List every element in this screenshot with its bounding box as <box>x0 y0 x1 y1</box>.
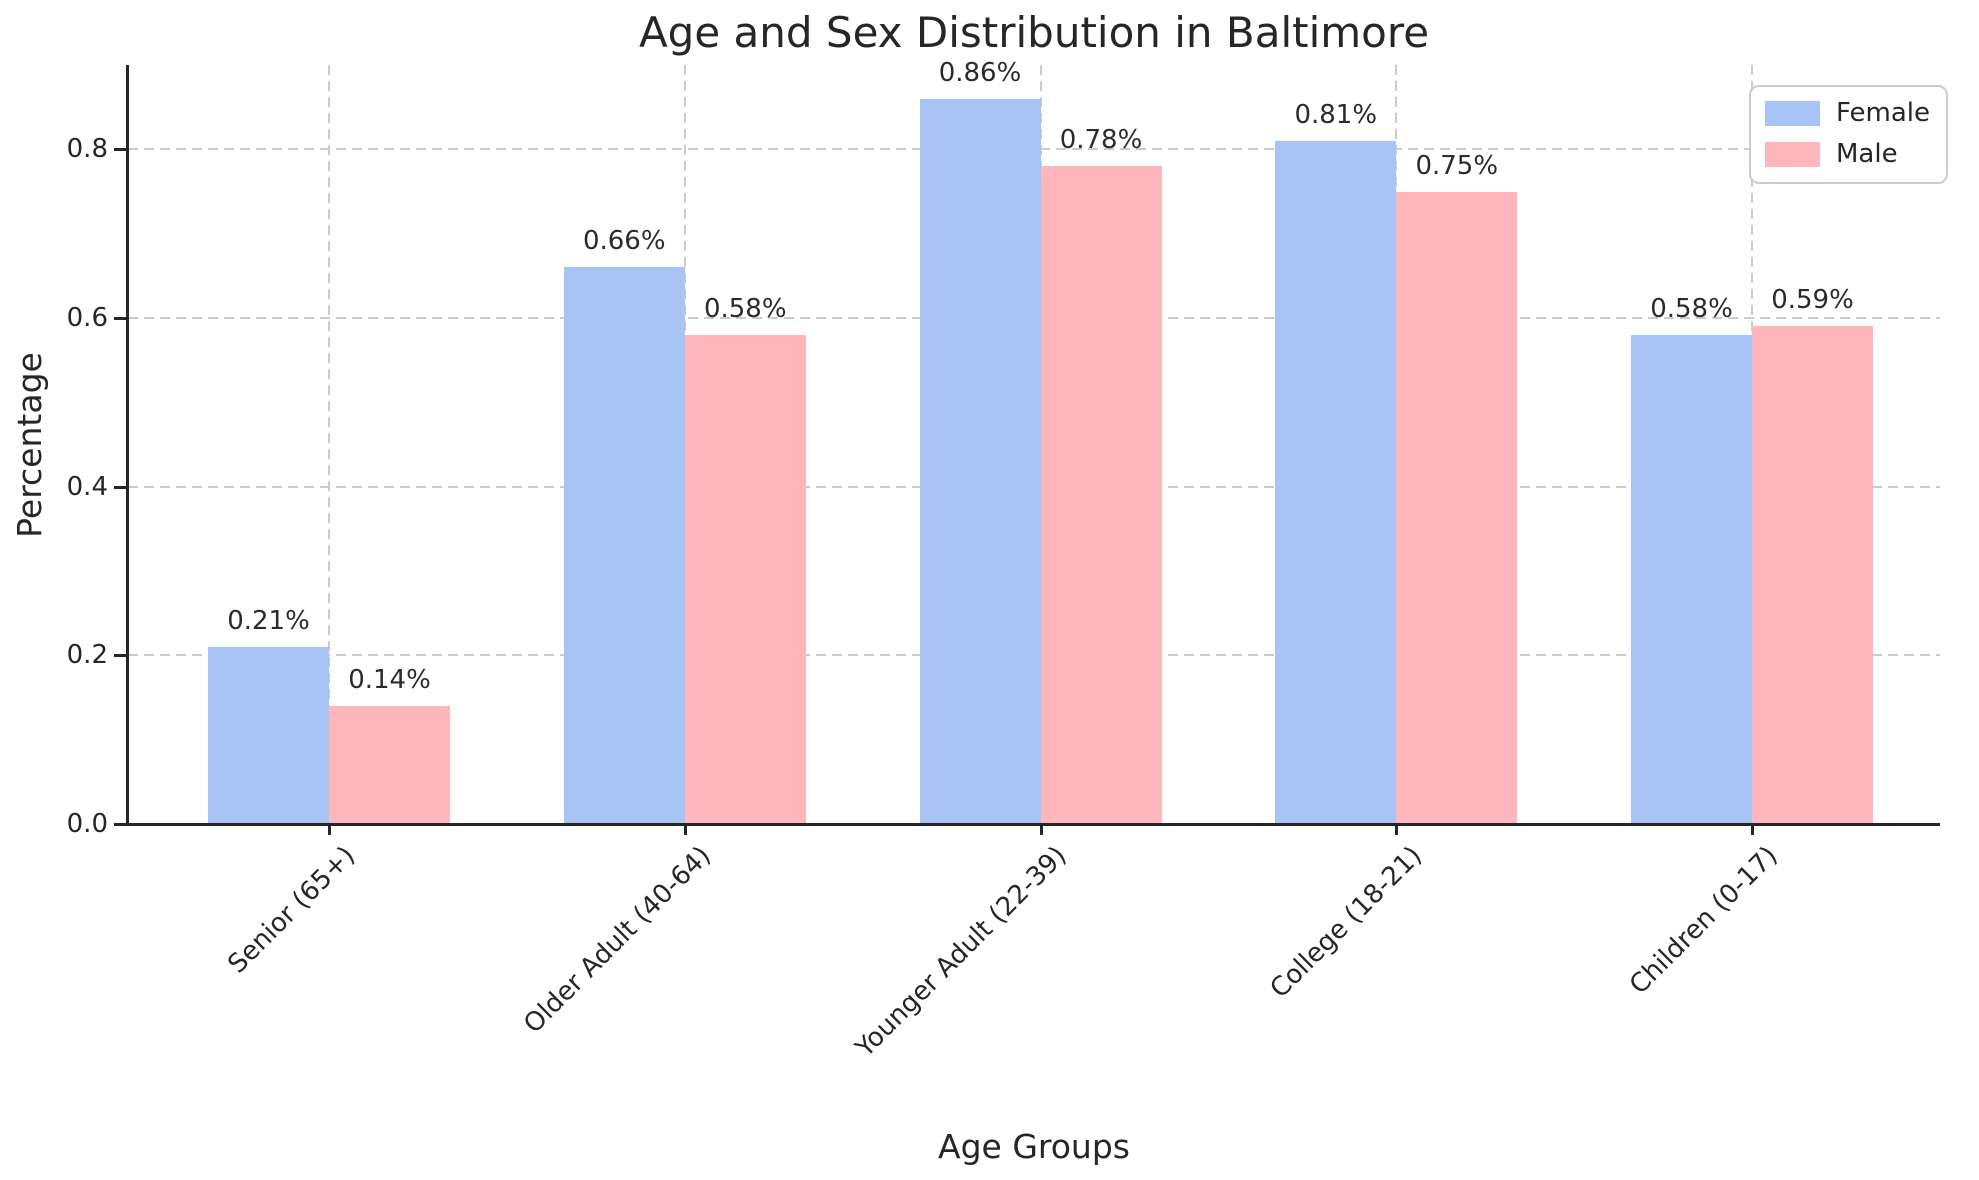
x-tick-label: Younger Adult (22-39) <box>849 840 1073 1064</box>
y-tick-mark <box>114 823 126 826</box>
x-axis-spine <box>126 823 1940 826</box>
bar-value-label: 0.66% <box>582 226 666 257</box>
bar-value-label: 0.78% <box>1059 125 1143 156</box>
x-tick-mark <box>1395 825 1399 835</box>
bar-value-label: 0.81% <box>1294 99 1378 130</box>
y-axis-spine <box>126 65 129 826</box>
legend-item-female: Female <box>1764 97 1930 129</box>
bar-value-label: 0.58% <box>703 293 787 324</box>
bar-male-4 <box>1752 326 1873 824</box>
bar-value-label: 0.14% <box>348 664 431 695</box>
bar-value-label: 0.75% <box>1415 150 1499 181</box>
bar-female-0 <box>208 646 329 824</box>
x-tick-mark <box>1751 825 1754 835</box>
y-tick-label: 0.0 <box>66 809 108 839</box>
legend-label-female: Female <box>1835 98 1930 128</box>
x-tick-mark <box>683 825 687 835</box>
bar-female-2 <box>919 98 1041 824</box>
bar-male-3 <box>1396 191 1518 824</box>
x-axis-label: Age Groups <box>938 1127 1130 1166</box>
vertical-gridline <box>328 65 330 824</box>
x-tick-label: Older Adult (40-64) <box>517 840 717 1040</box>
bar-male-0 <box>329 705 450 824</box>
y-tick-mark <box>114 654 126 658</box>
legend: Female Male <box>1748 85 1948 184</box>
x-tick-mark <box>1039 825 1043 835</box>
y-axis-label: Percentage <box>10 352 49 538</box>
y-tick-mark <box>114 317 126 320</box>
y-tick-label: 0.6 <box>66 303 108 333</box>
x-tick-mark <box>328 825 331 835</box>
y-tick-mark <box>114 485 126 489</box>
legend-swatch-female <box>1764 100 1820 126</box>
bar-female-4 <box>1631 334 1752 824</box>
x-tick-label: Children (0-17) <box>1624 840 1784 1001</box>
y-tick-label: 0.8 <box>66 134 108 165</box>
y-tick-label: 0.2 <box>66 640 108 671</box>
plot-area: 0.21% 0.66% 0.86% 0.81% 0.58% 0.14% 0.58% 0.78%… <box>126 58 1940 826</box>
y-tick-label: 0.4 <box>66 471 108 502</box>
bar-value-label: 0.21% <box>227 605 310 636</box>
bar-female-3 <box>1275 140 1397 824</box>
bar-female-1 <box>563 267 685 824</box>
bar-male-1 <box>684 334 806 824</box>
x-tick-label: College (18-21) <box>1264 840 1429 1005</box>
bar-value-label: 0.86% <box>938 57 1022 88</box>
legend-swatch-male <box>1764 141 1820 167</box>
y-tick-mark <box>114 148 126 152</box>
x-tick-label: Senior (65+) <box>222 840 361 980</box>
legend-label-male: Male <box>1835 139 1898 169</box>
chart-title: Age and Sex Distribution in Baltimore <box>638 8 1430 57</box>
bar-value-label: 0.58% <box>1650 293 1733 324</box>
bar-male-2 <box>1040 166 1162 824</box>
legend-item-male: Male <box>1764 138 1930 170</box>
bar-value-label: 0.59% <box>1771 285 1854 316</box>
